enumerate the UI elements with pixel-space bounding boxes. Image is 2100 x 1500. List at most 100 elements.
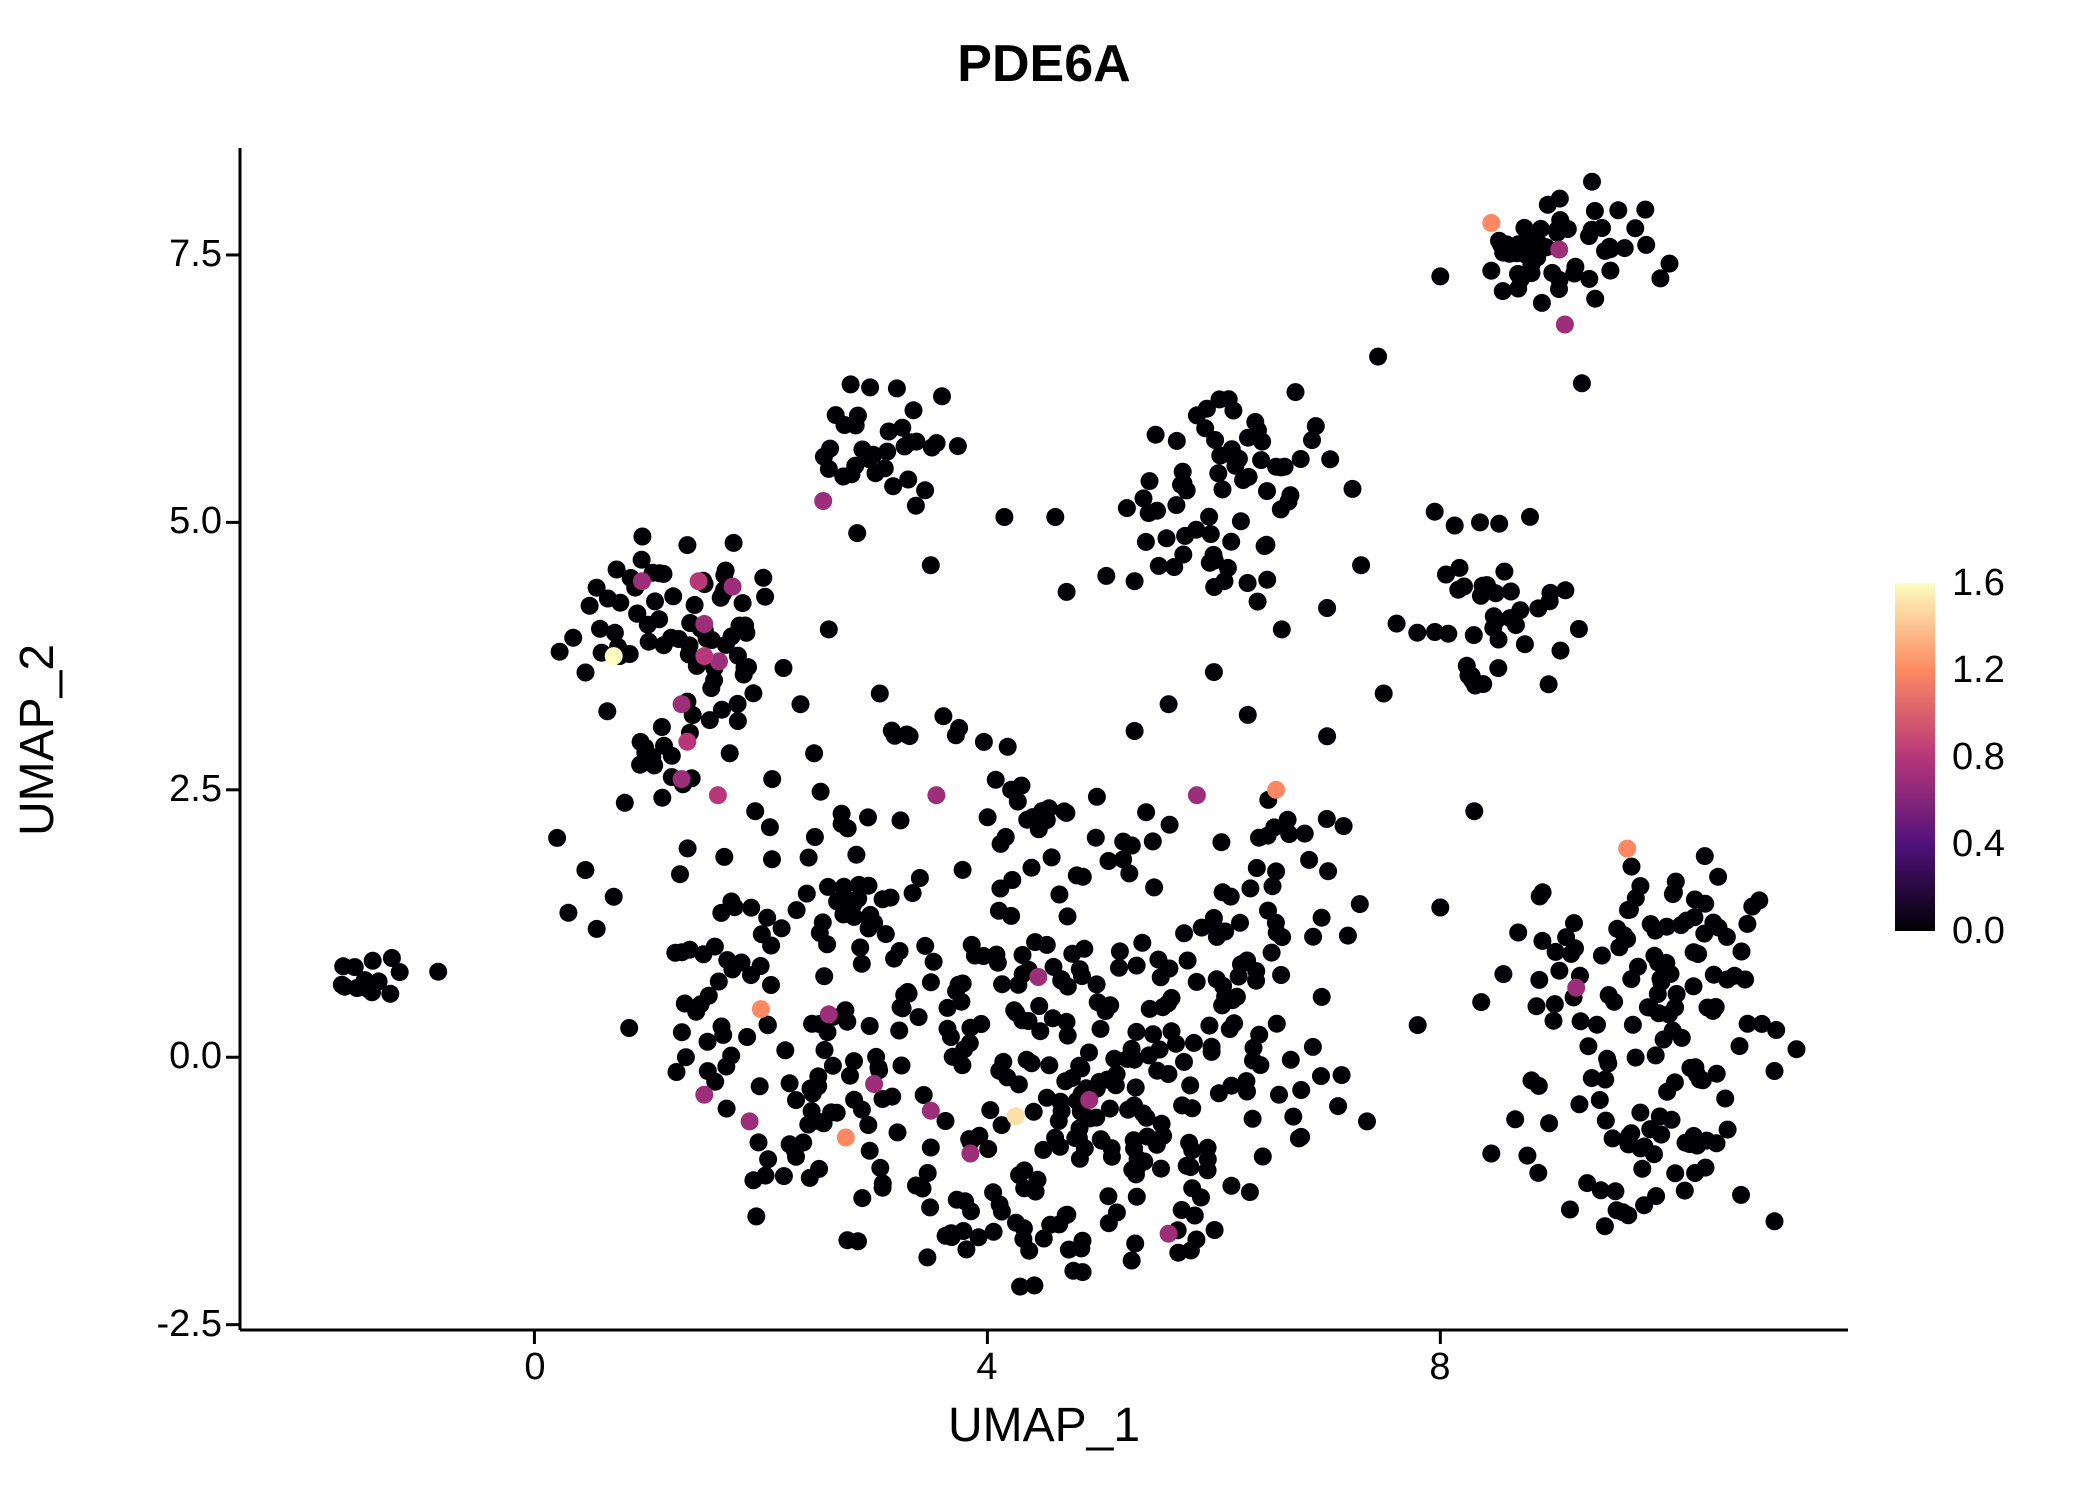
data-point bbox=[1445, 516, 1464, 535]
data-point bbox=[1173, 462, 1192, 481]
data-point bbox=[1029, 968, 1048, 986]
data-point bbox=[587, 578, 606, 597]
data-point bbox=[1086, 828, 1105, 847]
data-point bbox=[838, 819, 857, 838]
data-point bbox=[1521, 507, 1539, 526]
data-point bbox=[724, 533, 743, 552]
data-point bbox=[1318, 727, 1337, 746]
data-point bbox=[1408, 1016, 1427, 1035]
data-point bbox=[1462, 666, 1481, 685]
data-point bbox=[1696, 1158, 1715, 1177]
data-point bbox=[799, 848, 818, 867]
data-point bbox=[1080, 1091, 1099, 1109]
data-point bbox=[1506, 1110, 1525, 1129]
data-point bbox=[1450, 558, 1469, 577]
data-point bbox=[1006, 1107, 1025, 1126]
data-point bbox=[1253, 1147, 1272, 1166]
data-point bbox=[1622, 970, 1641, 989]
data-point bbox=[1704, 1001, 1722, 1020]
data-point bbox=[986, 770, 1005, 789]
data-point bbox=[861, 378, 880, 397]
data-point bbox=[1637, 235, 1656, 254]
data-point bbox=[712, 1017, 731, 1036]
data-point bbox=[1070, 1056, 1089, 1075]
data-point bbox=[1583, 172, 1601, 191]
data-point bbox=[1482, 1144, 1501, 1163]
data-point bbox=[819, 877, 837, 896]
data-point bbox=[848, 524, 867, 543]
data-point bbox=[646, 592, 664, 611]
data-point bbox=[1238, 1082, 1256, 1101]
data-point bbox=[834, 905, 853, 924]
data-point bbox=[1501, 582, 1520, 601]
data-point bbox=[972, 1015, 991, 1033]
data-point bbox=[1184, 1033, 1203, 1052]
data-point bbox=[1663, 1021, 1682, 1040]
data-point bbox=[747, 1207, 766, 1226]
data-point bbox=[728, 646, 747, 665]
data-point bbox=[683, 706, 702, 725]
data-point bbox=[1105, 1049, 1124, 1068]
data-point bbox=[1224, 401, 1243, 420]
data-point bbox=[1666, 998, 1685, 1017]
data-point bbox=[1738, 1014, 1757, 1033]
data-point bbox=[604, 647, 623, 666]
data-point bbox=[1280, 825, 1299, 844]
data-point bbox=[1026, 1182, 1045, 1201]
data-point bbox=[1652, 973, 1671, 991]
data-point bbox=[1633, 1159, 1652, 1178]
data-point bbox=[429, 962, 448, 981]
data-point bbox=[1258, 826, 1277, 845]
data-point bbox=[1695, 924, 1714, 943]
data-point bbox=[1144, 1025, 1163, 1044]
data-point bbox=[814, 492, 833, 510]
data-point bbox=[1122, 1251, 1141, 1270]
data-point bbox=[1216, 922, 1235, 941]
data-point bbox=[1057, 1012, 1076, 1031]
data-point bbox=[1522, 1071, 1541, 1090]
data-point bbox=[1267, 923, 1286, 942]
data-point bbox=[1369, 347, 1388, 366]
data-point bbox=[1431, 267, 1450, 286]
data-point bbox=[691, 995, 710, 1014]
data-point bbox=[774, 659, 793, 677]
data-point bbox=[758, 908, 777, 927]
data-point bbox=[834, 877, 853, 896]
data-point bbox=[1159, 1224, 1178, 1243]
data-point bbox=[662, 746, 681, 765]
data-point bbox=[1278, 810, 1297, 829]
data-point bbox=[1522, 264, 1541, 283]
data-point bbox=[1213, 480, 1232, 499]
data-point bbox=[1636, 200, 1655, 219]
data-point bbox=[1033, 802, 1052, 821]
data-point bbox=[1569, 620, 1588, 638]
data-point bbox=[1509, 923, 1528, 942]
data-point bbox=[1022, 858, 1041, 877]
data-point bbox=[1107, 1203, 1126, 1222]
y-tick-label-2: 2.5 bbox=[169, 768, 222, 810]
data-point bbox=[1070, 960, 1089, 979]
data-point bbox=[1626, 889, 1645, 908]
data-point bbox=[878, 442, 897, 461]
data-point bbox=[1159, 695, 1178, 714]
data-point bbox=[700, 711, 719, 730]
data-point bbox=[991, 834, 1010, 853]
data-point bbox=[1043, 1009, 1062, 1028]
data-point bbox=[1005, 1001, 1024, 1020]
data-point bbox=[846, 416, 865, 435]
data-point bbox=[921, 556, 940, 575]
data-point bbox=[1162, 1022, 1181, 1041]
data-point bbox=[1465, 802, 1484, 821]
data-point bbox=[1765, 1062, 1784, 1080]
data-point bbox=[1291, 450, 1310, 468]
data-point bbox=[760, 818, 779, 837]
data-point bbox=[838, 1012, 857, 1031]
data-point bbox=[1550, 240, 1569, 259]
data-point bbox=[1049, 1111, 1068, 1130]
data-point bbox=[1303, 1037, 1322, 1056]
data-point bbox=[1125, 1050, 1144, 1069]
data-point bbox=[1646, 921, 1665, 940]
data-point bbox=[1202, 1037, 1221, 1056]
data-point bbox=[1593, 219, 1611, 237]
data-point bbox=[1515, 635, 1534, 654]
